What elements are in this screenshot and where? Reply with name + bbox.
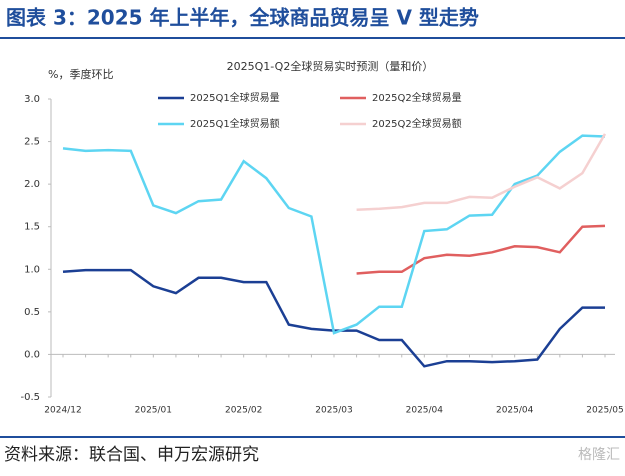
x-tick-label: 2025/04 xyxy=(406,406,444,416)
series-line xyxy=(356,224,606,275)
legend-label: 2025Q1全球贸易额 xyxy=(190,117,280,130)
series-line xyxy=(62,268,605,368)
header-title: 图表 3：2025 年上半年，全球商品贸易呈 V 型走势 xyxy=(6,6,479,30)
series-line xyxy=(62,134,606,335)
footer-rule xyxy=(0,436,625,438)
series-line xyxy=(356,133,607,211)
y-tick-label: 2.0 xyxy=(24,179,40,190)
y-tick-label: -0.5 xyxy=(20,392,40,403)
y-tick-label: 1.5 xyxy=(24,222,40,233)
legend-label: 2025Q2全球贸易量 xyxy=(372,91,462,104)
x-tick-label: 2024/12 xyxy=(44,406,81,416)
y-tick-label: 2.5 xyxy=(24,137,40,148)
y-tick-label: 0.0 xyxy=(24,349,40,360)
header-rule xyxy=(0,37,625,39)
watermark: 格隆汇 xyxy=(578,447,620,463)
legend-label: 2025Q1全球贸易量 xyxy=(190,91,280,104)
x-tick-label: 2025/05 xyxy=(586,406,623,416)
x-tick-label: 2025/01 xyxy=(135,406,172,416)
y-tick-label: 1.0 xyxy=(24,264,40,275)
x-tick-label: 2025/04 xyxy=(496,406,534,416)
footer-source: 资料来源：联合国、申万宏源研究 xyxy=(4,445,259,465)
y-tick-label: 0.5 xyxy=(24,307,40,318)
y-axis-label: %，季度环比 xyxy=(48,67,113,81)
legend-label: 2025Q2全球贸易额 xyxy=(372,117,462,130)
chart-title: 2025Q1-Q2全球贸易实时预测（量和价） xyxy=(227,59,434,73)
x-tick-label: 2025/03 xyxy=(315,406,352,416)
y-tick-label: 3.0 xyxy=(24,94,40,105)
x-tick-label: 2025/02 xyxy=(225,406,262,416)
